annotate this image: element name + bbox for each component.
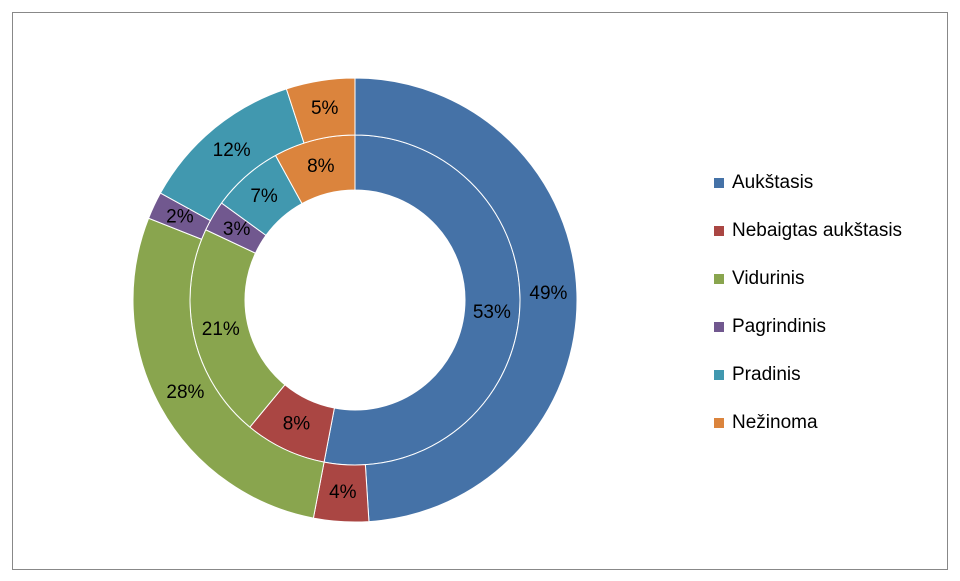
legend-swatch — [714, 274, 724, 284]
data-label: 28% — [166, 382, 204, 403]
legend-label: Nežinoma — [732, 412, 818, 433]
legend-label: Pagrindinis — [732, 316, 826, 337]
data-label: 8% — [307, 156, 335, 177]
legend-swatch — [714, 178, 724, 188]
legend-label: Aukštasis — [732, 172, 813, 193]
legend-label: Nebaigtas aukštasis — [732, 220, 902, 241]
data-label: 2% — [166, 207, 194, 228]
data-label: 49% — [529, 283, 567, 304]
legend-swatch — [714, 418, 724, 428]
data-label: 7% — [250, 186, 278, 207]
data-label: 4% — [329, 482, 357, 503]
legend-label: Pradinis — [732, 364, 801, 385]
data-label: 5% — [311, 98, 339, 119]
slice — [354, 77, 578, 523]
data-label: 3% — [223, 219, 251, 240]
data-label: 12% — [213, 140, 251, 161]
data-label: 21% — [202, 319, 240, 340]
legend-swatch — [714, 322, 724, 332]
legend-swatch — [714, 226, 724, 236]
data-label: 8% — [283, 413, 311, 434]
data-label: 53% — [473, 302, 511, 323]
legend-swatch — [714, 370, 724, 380]
legend-label: Vidurinis — [732, 268, 805, 289]
slice — [285, 77, 356, 144]
